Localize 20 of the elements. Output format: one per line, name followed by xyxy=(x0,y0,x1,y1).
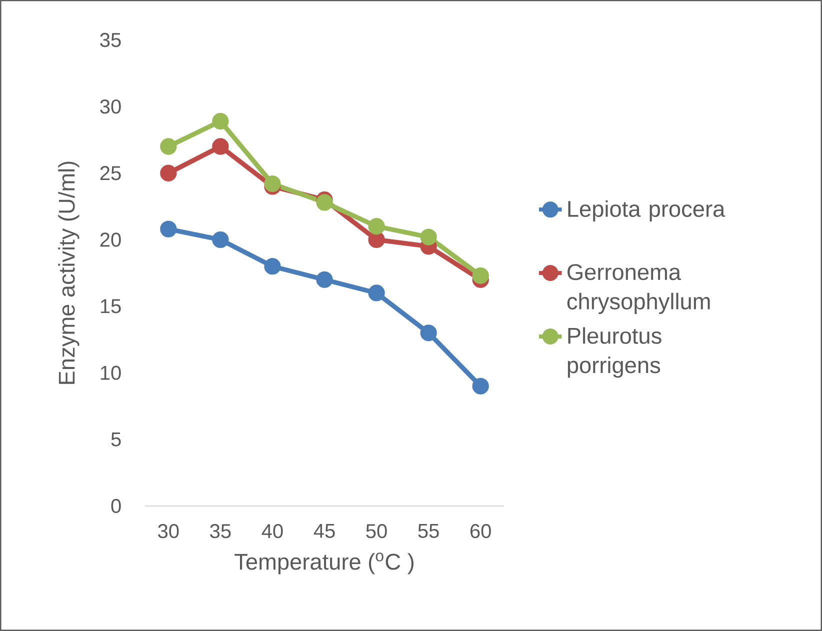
y-tick-label: 25 xyxy=(100,166,121,180)
y-tick-label: 30 xyxy=(100,99,121,114)
x-tick-label: 40 xyxy=(262,524,283,538)
x-tick-label: 50 xyxy=(366,524,387,538)
x-tick-label: 45 xyxy=(314,524,335,538)
y-tick-label: 35 xyxy=(100,32,121,48)
y-tick-label: 15 xyxy=(100,299,121,314)
x-tick-label: 35 xyxy=(210,524,231,538)
legend-label: Lepiota procera xyxy=(568,200,726,222)
x-tick-label: 55 xyxy=(418,524,439,538)
y-tick-label: 5 xyxy=(111,432,121,446)
legend-label: Pleurotus porrigens xyxy=(568,327,662,378)
y-tick-label: 0 xyxy=(111,498,121,514)
legend-label: Gerronema chrysophyllum xyxy=(567,264,710,314)
x-tick-label: 30 xyxy=(158,524,179,538)
y-tick-label: 10 xyxy=(100,366,121,380)
x-tick-label: 60 xyxy=(470,524,491,538)
y-axis-title: Enzyme activity (U/ml) xyxy=(58,162,80,384)
x-axis-title: Temperature ($^{o}$C ) xyxy=(234,552,414,574)
y-tick-label: 20 xyxy=(100,232,121,247)
